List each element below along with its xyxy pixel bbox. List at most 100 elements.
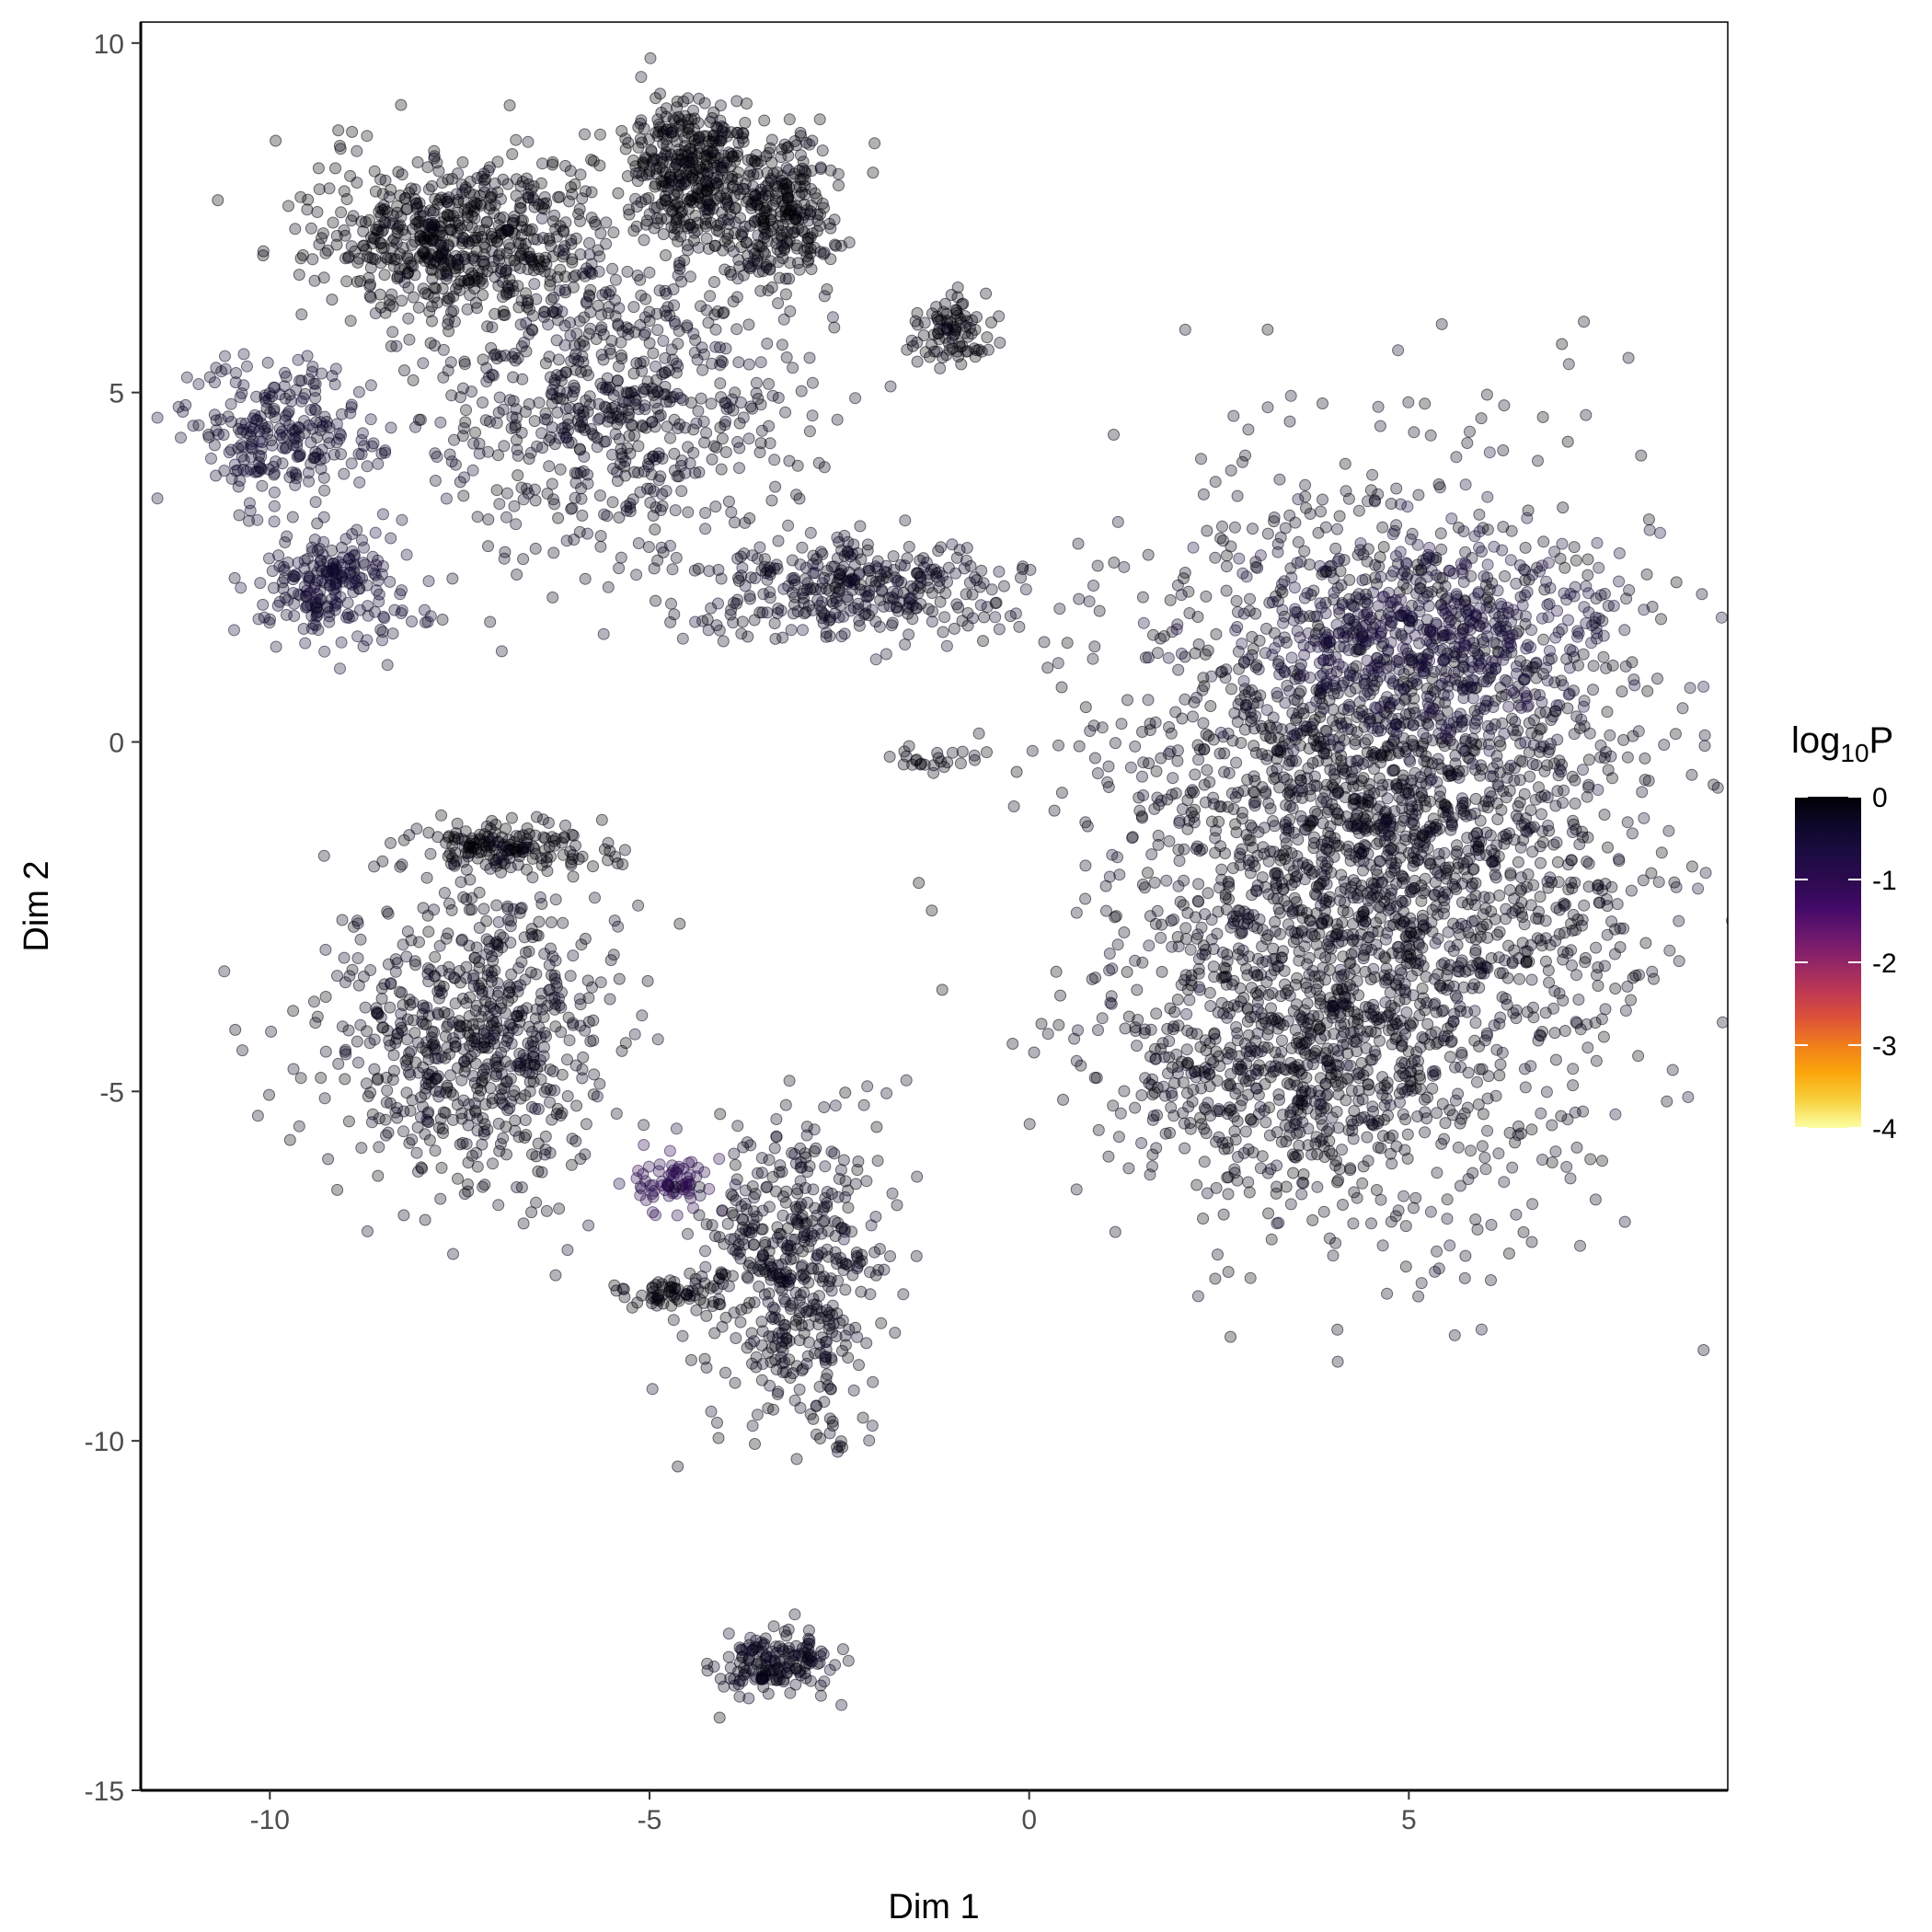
data-point	[1498, 399, 1511, 412]
data-point	[510, 518, 523, 531]
data-point	[1299, 478, 1312, 491]
data-point	[1513, 796, 1526, 809]
data-point	[1290, 870, 1302, 883]
data-point	[1336, 661, 1349, 673]
data-point	[1616, 685, 1628, 698]
data-point	[522, 250, 535, 263]
data-point	[1144, 1168, 1156, 1181]
data-point	[482, 513, 495, 526]
data-point	[1699, 867, 1712, 880]
data-point	[1286, 707, 1299, 719]
data-point	[437, 244, 450, 257]
data-point	[699, 507, 712, 519]
data-point	[1393, 947, 1406, 960]
data-point	[1150, 765, 1163, 777]
data-point	[1628, 679, 1641, 692]
data-point	[646, 155, 659, 168]
data-point	[1386, 528, 1399, 540]
data-point	[1455, 720, 1468, 733]
data-point	[1357, 906, 1370, 918]
data-point	[1415, 894, 1428, 907]
data-point	[1351, 754, 1364, 767]
data-point	[1298, 719, 1311, 732]
data-point	[1225, 1048, 1237, 1061]
data-point	[1137, 756, 1150, 769]
data-point	[306, 253, 319, 266]
data-point	[1534, 707, 1547, 719]
data-point	[1566, 770, 1579, 783]
data-point	[1339, 457, 1351, 470]
data-point	[1581, 856, 1593, 868]
data-point	[1180, 1007, 1193, 1020]
data-point	[1070, 1183, 1083, 1196]
data-point	[1136, 591, 1149, 604]
data-point	[1028, 1046, 1041, 1059]
data-point	[1406, 970, 1418, 983]
data-point	[552, 190, 565, 203]
data-point	[1337, 904, 1350, 917]
data-point	[1324, 952, 1337, 965]
data-point	[1577, 700, 1590, 713]
data-point	[1454, 928, 1466, 941]
data-point	[1114, 1107, 1127, 1120]
data-point	[566, 188, 579, 201]
data-point	[1333, 741, 1346, 753]
data-point	[1557, 946, 1570, 959]
data-point	[1453, 771, 1466, 784]
data-point	[1328, 586, 1340, 599]
data-point	[1214, 532, 1227, 545]
data-point	[1500, 649, 1512, 661]
data-point	[1320, 747, 1333, 760]
data-point	[1510, 1208, 1523, 1221]
data-point	[1055, 681, 1068, 694]
data-point	[1201, 764, 1213, 776]
data-point	[447, 305, 460, 317]
data-point	[1485, 1218, 1498, 1231]
data-point	[1373, 560, 1386, 573]
data-point	[1499, 569, 1512, 582]
data-point	[1469, 792, 1482, 805]
data-point	[729, 227, 741, 240]
data-point	[1050, 965, 1063, 978]
data-point	[1519, 610, 1532, 623]
data-point	[1518, 673, 1531, 686]
data-point	[1553, 903, 1566, 916]
data-point	[1480, 675, 1493, 688]
data-point	[1390, 550, 1402, 562]
data-point	[1621, 980, 1634, 993]
data-point	[1131, 1040, 1144, 1052]
data-point	[1148, 802, 1161, 815]
data-point	[1306, 756, 1319, 769]
data-point	[270, 134, 282, 147]
data-point	[1542, 964, 1555, 977]
data-point	[515, 229, 528, 242]
data-point	[1479, 1163, 1492, 1176]
data-point	[1581, 831, 1594, 844]
data-point	[1274, 744, 1286, 757]
data-point	[1567, 1063, 1580, 1075]
data-point	[1287, 936, 1300, 949]
data-point	[1444, 723, 1457, 736]
data-point	[1176, 712, 1189, 725]
data-point	[725, 173, 738, 186]
data-point	[1285, 651, 1298, 664]
data-point	[1539, 914, 1552, 927]
data-point	[1396, 569, 1409, 581]
data-point	[1142, 548, 1155, 561]
data-point	[1450, 606, 1463, 619]
data-point	[1451, 839, 1463, 852]
data-point	[398, 364, 410, 377]
data-point	[1393, 747, 1405, 760]
data-point	[1309, 805, 1321, 818]
data-point	[417, 205, 430, 218]
data-point	[418, 233, 431, 246]
data-point	[1519, 736, 1532, 749]
data-point	[1568, 541, 1581, 554]
data-point	[1330, 1106, 1343, 1118]
data-point	[783, 113, 796, 126]
data-point	[1079, 701, 1092, 714]
data-point	[1602, 841, 1614, 854]
data-point	[765, 156, 778, 169]
data-point	[1374, 1142, 1387, 1155]
data-point	[1468, 717, 1481, 730]
